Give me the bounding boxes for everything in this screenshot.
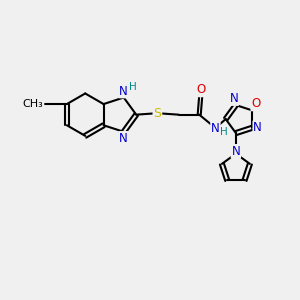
Text: N: N bbox=[232, 145, 240, 158]
Text: N: N bbox=[230, 92, 238, 105]
Text: H: H bbox=[129, 82, 136, 92]
Text: H: H bbox=[220, 127, 227, 137]
Text: O: O bbox=[197, 83, 206, 96]
Text: CH₃: CH₃ bbox=[22, 99, 43, 109]
Text: N: N bbox=[119, 85, 128, 98]
Text: O: O bbox=[251, 98, 260, 110]
Text: S: S bbox=[153, 107, 161, 120]
Text: N: N bbox=[211, 122, 220, 135]
Text: N: N bbox=[253, 121, 262, 134]
Text: N: N bbox=[119, 132, 128, 145]
